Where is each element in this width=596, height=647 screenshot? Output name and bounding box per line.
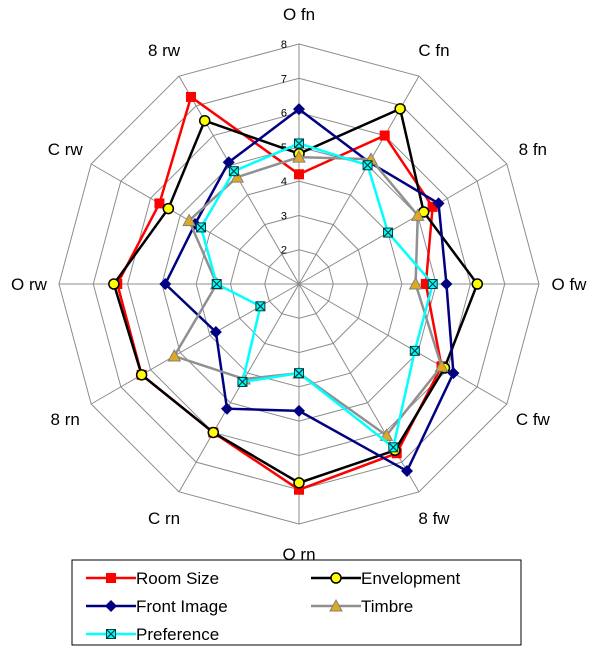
axis-label: C rw <box>48 140 84 159</box>
axis-label: C fn <box>418 41 449 60</box>
data-point <box>410 208 425 221</box>
legend-item: Timbre <box>311 597 413 616</box>
tick-label: 4 <box>281 176 287 188</box>
data-point <box>447 367 460 380</box>
axis-label: O rn <box>282 545 315 564</box>
tick-label: 7 <box>281 73 287 85</box>
data-point <box>294 169 304 180</box>
data-point <box>167 348 182 362</box>
legend: Room Size Envelopment Front Image Timbre Pre… <box>71 559 522 646</box>
legend-item: Preference <box>86 625 219 644</box>
data-point <box>293 103 305 116</box>
data-point <box>293 404 305 417</box>
data-point <box>471 278 484 290</box>
data-point <box>440 278 453 290</box>
axis-label: C fw <box>516 410 551 429</box>
legend-box <box>71 559 522 646</box>
legend-item: Front Image <box>86 597 228 616</box>
radar-grid <box>58 43 540 525</box>
tick-label: 6 <box>281 108 287 120</box>
spoke <box>298 163 508 285</box>
series-line <box>199 142 435 450</box>
legend-marker <box>329 598 343 612</box>
data-point <box>221 402 233 415</box>
data-point <box>228 166 239 177</box>
legend-label: Envelopment <box>361 569 461 588</box>
tick-label: 8 <box>281 39 287 51</box>
data-point <box>394 103 406 115</box>
legend-item: Envelopment <box>311 569 461 588</box>
data-point <box>108 278 120 290</box>
data-point <box>135 369 148 381</box>
data-point <box>196 222 207 233</box>
spoke <box>178 283 300 493</box>
legend-marker <box>106 573 116 583</box>
series-preference <box>196 138 438 453</box>
data-point <box>154 198 165 209</box>
data-point <box>427 279 438 289</box>
data-point <box>388 442 399 453</box>
axis-labels: O fn C fn 8 fn O fw C fw 8 fw O rn C rn 8 rn O rw… <box>11 5 587 564</box>
data-point <box>362 160 373 171</box>
tick-label: 2 <box>281 245 287 257</box>
legend-marker <box>330 572 342 584</box>
legend-items: Room Size Envelopment Front Image Timbre Pre… <box>86 569 461 644</box>
data-point <box>162 202 175 215</box>
data-point <box>432 197 445 210</box>
legend-label: Preference <box>136 625 219 644</box>
axis-label: 8 rn <box>51 410 80 429</box>
data-point <box>379 130 390 141</box>
spoke <box>298 283 508 405</box>
legend-item: Room Size <box>86 569 219 588</box>
data-point <box>294 484 304 495</box>
legend-label: Room Size <box>136 569 219 588</box>
legend-marker <box>105 600 117 612</box>
data-point <box>383 227 394 238</box>
axis-label: O fw <box>552 275 588 294</box>
data-point <box>294 368 304 379</box>
data-point <box>434 359 449 372</box>
axis-label: C rn <box>148 509 180 528</box>
series-line <box>115 94 443 492</box>
data-point <box>409 345 420 356</box>
data-point <box>292 150 306 163</box>
data-point <box>255 301 266 312</box>
data-point <box>222 156 235 169</box>
axis-label: 8 fw <box>418 509 450 528</box>
data-point <box>209 326 222 338</box>
data-point <box>159 278 172 290</box>
axis-label: O rw <box>11 275 48 294</box>
data-point <box>293 477 305 489</box>
series-layer <box>108 91 484 495</box>
data-point <box>211 279 222 289</box>
data-point <box>198 114 211 127</box>
legend-label: Front Image <box>136 597 228 616</box>
data-point <box>207 426 220 439</box>
tick-label: 3 <box>281 210 287 222</box>
data-point <box>427 201 438 212</box>
data-point <box>182 213 196 227</box>
data-point <box>420 279 431 289</box>
legend-marker <box>106 629 116 639</box>
series-envelopment <box>108 103 484 489</box>
data-point <box>230 170 245 183</box>
data-point <box>186 91 196 102</box>
data-point <box>401 465 413 478</box>
axis-label: 8 fn <box>519 140 547 159</box>
series-line <box>112 107 479 485</box>
axis-label: O fn <box>283 5 315 24</box>
axis-label: 8 rw <box>148 41 181 60</box>
data-point <box>408 276 423 290</box>
data-point <box>237 376 248 387</box>
legend-label: Timbre <box>361 597 413 616</box>
data-point <box>294 138 304 149</box>
